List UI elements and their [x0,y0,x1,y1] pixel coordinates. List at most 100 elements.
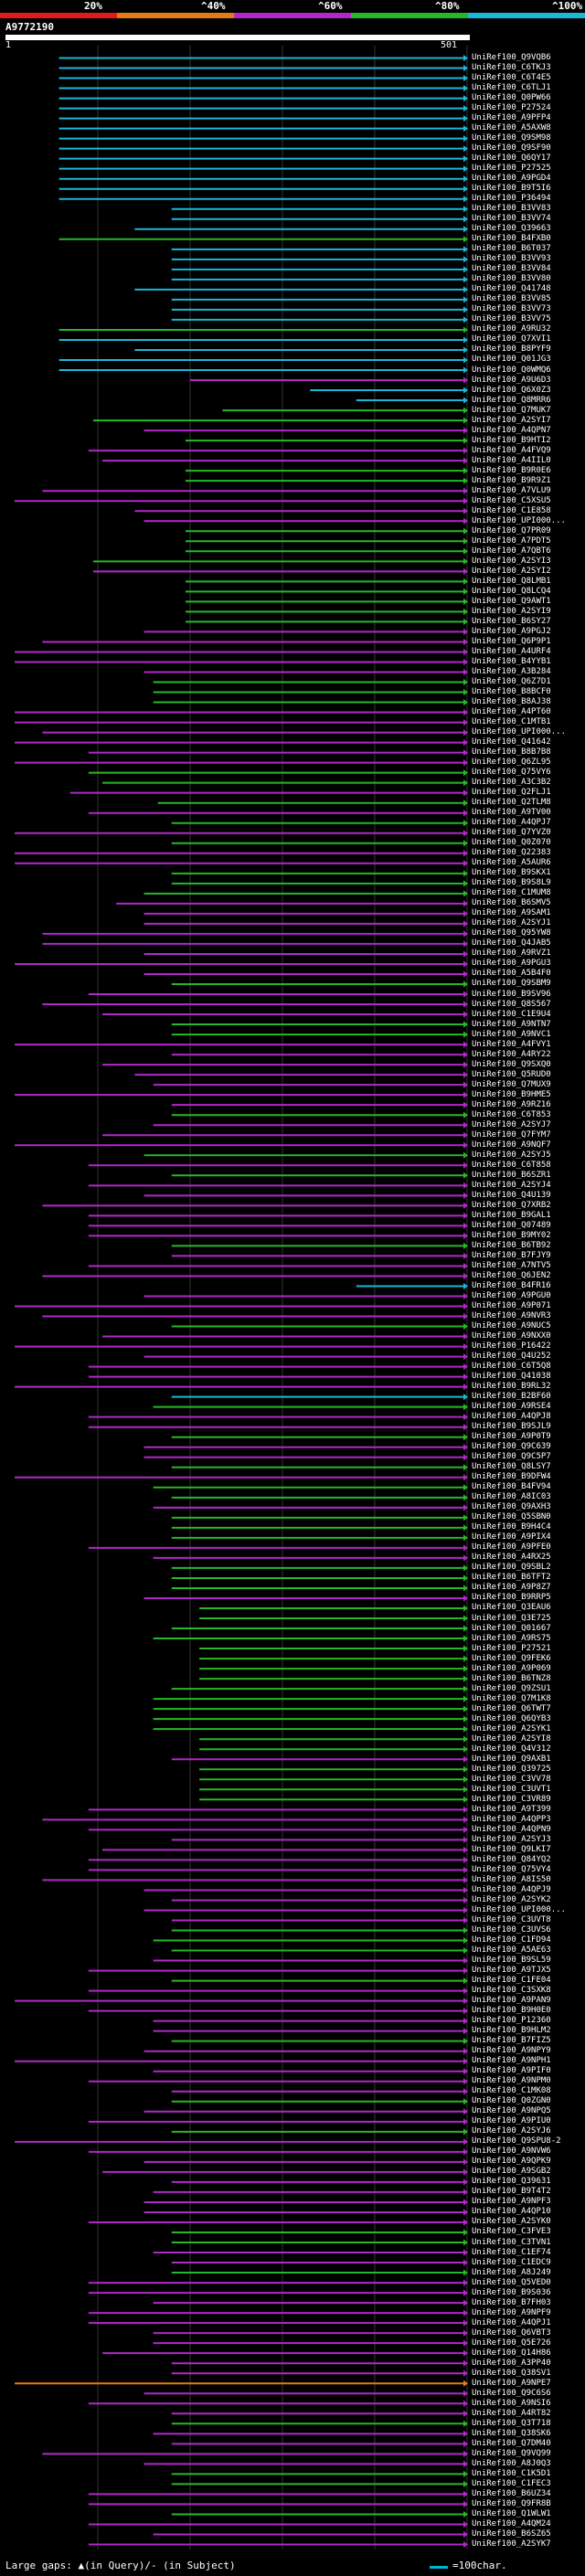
hit-label[interactable]: UniRef100_Q8S567 [472,999,551,1009]
hit-label[interactable]: UniRef100_A5B4F0 [472,969,551,979]
hit-label[interactable]: UniRef100_Q9SBM9 [472,979,551,989]
hit-label[interactable]: UniRef100_Q38SV1 [472,2368,551,2378]
hit-label[interactable]: UniRef100_A9TV00 [472,808,551,818]
hit-label[interactable]: UniRef100_A3B284 [472,666,551,676]
hit-label[interactable]: UniRef100_A2SYK7 [472,2539,551,2549]
hit-label[interactable]: UniRef100_Q38SK6 [472,2428,551,2438]
hit-label[interactable]: UniRef100_Q75VY4 [472,1864,551,1874]
hit-label[interactable]: UniRef100_A7PDT5 [472,535,551,546]
hit-label[interactable]: UniRef100_A9NPF3 [472,2197,551,2207]
hit-label[interactable]: UniRef100_A9SAM1 [472,908,551,918]
hit-label[interactable]: UniRef100_B6TNZ8 [472,1673,551,1683]
hit-label[interactable]: UniRef100_Q3E725 [472,1613,551,1623]
hit-label[interactable]: UniRef100_B6SZR1 [472,1170,551,1180]
hit-label[interactable]: UniRef100_A9QPK9 [472,2157,551,2167]
hit-label[interactable]: UniRef100_B2BF60 [472,1392,551,1402]
hit-label[interactable]: UniRef100_Q9SM98 [472,133,551,143]
hit-label[interactable]: UniRef100_B9T4T2 [472,2187,551,2197]
hit-label[interactable]: UniRef100_A9PFP4 [472,113,551,123]
hit-label[interactable]: UniRef100_Q9SXQ0 [472,1059,551,1069]
hit-label[interactable]: UniRef100_Q4V312 [472,1744,551,1754]
hit-label[interactable]: UniRef100_B4FR16 [472,1280,551,1290]
hit-label[interactable]: UniRef100_Q7XVI1 [472,334,551,345]
hit-label[interactable]: UniRef100_A9RZ16 [472,1099,551,1109]
hit-label[interactable]: UniRef100_C5XSU5 [472,495,551,505]
hit-label[interactable]: UniRef100_B8AJ38 [472,697,551,707]
hit-label[interactable]: UniRef100_A2SYI7 [472,415,551,425]
hit-label[interactable]: UniRef100_B3VV93 [472,254,551,264]
hit-label[interactable]: UniRef100_C6T858 [472,1160,551,1170]
hit-label[interactable]: UniRef100_B3VV84 [472,264,551,274]
hit-label[interactable]: UniRef100_A7VLU9 [472,485,551,495]
hit-label[interactable]: UniRef100_B6SY27 [472,616,551,626]
hit-label[interactable]: UniRef100_Q39725 [472,1764,551,1774]
hit-label[interactable]: UniRef100_B3VV74 [472,214,551,224]
hit-label[interactable]: UniRef100_B9HTI2 [472,435,551,445]
hit-label[interactable]: UniRef100_Q0WMQ6 [472,365,551,375]
hit-label[interactable]: UniRef100_C1MTB1 [472,717,551,727]
hit-label[interactable]: UniRef100_A4QPJ9 [472,1884,551,1894]
hit-label[interactable]: UniRef100_Q6QYB3 [472,1713,551,1723]
hit-label[interactable]: UniRef100_B8B7B8 [472,747,551,758]
hit-label[interactable]: UniRef100_P27521 [472,1643,551,1653]
hit-label[interactable]: UniRef100_A9RVZ1 [472,949,551,959]
hit-label[interactable]: UniRef100_C3UVS6 [472,1925,551,1935]
hit-label[interactable]: UniRef100_A9NTN7 [472,1019,551,1029]
hit-label[interactable]: UniRef100_C1EDC9 [472,2257,551,2267]
hit-label[interactable]: UniRef100_A5AXW8 [472,123,551,133]
hit-label[interactable]: UniRef100_Q9VQ99 [472,2448,551,2458]
hit-label[interactable]: UniRef100_B7FIZ5 [472,2036,551,2046]
hit-label[interactable]: UniRef100_A2SYJ6 [472,2126,551,2136]
hit-label[interactable]: UniRef100_A8J249 [472,2267,551,2277]
hit-label[interactable]: UniRef100_A7NTV5 [472,1260,551,1270]
hit-label[interactable]: UniRef100_Q01JG3 [472,355,551,365]
hit-label[interactable]: UniRef100_Q8LSY7 [472,1462,551,1472]
hit-label[interactable]: UniRef100_A4RY22 [472,1049,551,1059]
hit-label[interactable]: UniRef100_A9PIX4 [472,1532,551,1542]
hit-label[interactable]: UniRef100_P27525 [472,164,551,174]
hit-label[interactable]: UniRef100_A5AE63 [472,1945,551,1956]
hit-label[interactable]: UniRef100_A2SYI2 [472,566,551,576]
hit-label[interactable]: UniRef100_A9NVC1 [472,1029,551,1039]
hit-label[interactable]: UniRef100_A4QPP3 [472,1814,551,1824]
hit-label[interactable]: UniRef100_B9HLM2 [472,2026,551,2036]
hit-label[interactable]: UniRef100_C3FVE3 [472,2227,551,2237]
hit-label[interactable]: UniRef100_A9NPF9 [472,2307,551,2317]
hit-label[interactable]: UniRef100_A9NPM0 [472,2076,551,2086]
hit-label[interactable]: UniRef100_B9RRP5 [472,1593,551,1603]
hit-label[interactable]: UniRef100_A4QP10 [472,2207,551,2217]
hit-label[interactable]: UniRef100_Q7MUK7 [472,405,551,415]
hit-label[interactable]: UniRef100_Q4U252 [472,1352,551,1362]
hit-label[interactable]: UniRef100_Q2TLM8 [472,798,551,808]
hit-label[interactable]: UniRef100_A9T399 [472,1804,551,1814]
hit-label[interactable]: UniRef100_C3VR89 [472,1794,551,1804]
hit-label[interactable]: UniRef100_Q14H86 [472,2348,551,2358]
hit-label[interactable]: UniRef100_A9NQF7 [472,1140,551,1150]
hit-label[interactable]: UniRef100_A4QPJ1 [472,2317,551,2327]
hit-label[interactable]: UniRef100_A8IC03 [472,1492,551,1502]
hit-label[interactable]: UniRef100_Q8MRR6 [472,395,551,405]
hit-label[interactable]: UniRef100_A9TJX5 [472,1966,551,1976]
hit-label[interactable]: UniRef100_Q9FR8B [472,2498,551,2508]
hit-label[interactable]: UniRef100_P16422 [472,1341,551,1352]
hit-label[interactable]: UniRef100_Q6X0Z3 [472,385,551,395]
hit-label[interactable]: UniRef100_A4QPJ8 [472,1412,551,1422]
hit-label[interactable]: UniRef100_B9GAL1 [472,1210,551,1220]
hit-label[interactable]: UniRef100_A9P071 [472,1301,551,1310]
hit-label[interactable]: UniRef100_Q7FYM7 [472,1129,551,1140]
hit-label[interactable]: UniRef100_C6T5Q8 [472,1362,551,1372]
hit-label[interactable]: UniRef100_A9P069 [472,1663,551,1673]
hit-label[interactable]: UniRef100_A2SYJ3 [472,1834,551,1844]
hit-label[interactable]: UniRef100_A9NVW6 [472,2147,551,2157]
hit-label[interactable]: UniRef100_Q6TWT7 [472,1703,551,1713]
hit-label[interactable]: UniRef100_B6UZ34 [472,2488,551,2498]
hit-label[interactable]: UniRef100_C6TLJ1 [472,83,551,93]
hit-label[interactable]: UniRef100_C3UVT1 [472,1784,551,1794]
hit-label[interactable]: UniRef100_Q9ZSU1 [472,1683,551,1693]
hit-label[interactable]: UniRef100_UPI000... [472,515,566,525]
hit-label[interactable]: UniRef100_A9NSI6 [472,2398,551,2408]
hit-label[interactable]: UniRef100_C1FEC3 [472,2478,551,2488]
hit-label[interactable]: UniRef100_B3VV75 [472,314,551,324]
hit-label[interactable]: UniRef100_Q5RUD0 [472,1069,551,1079]
hit-label[interactable]: UniRef100_B3VV73 [472,304,551,314]
